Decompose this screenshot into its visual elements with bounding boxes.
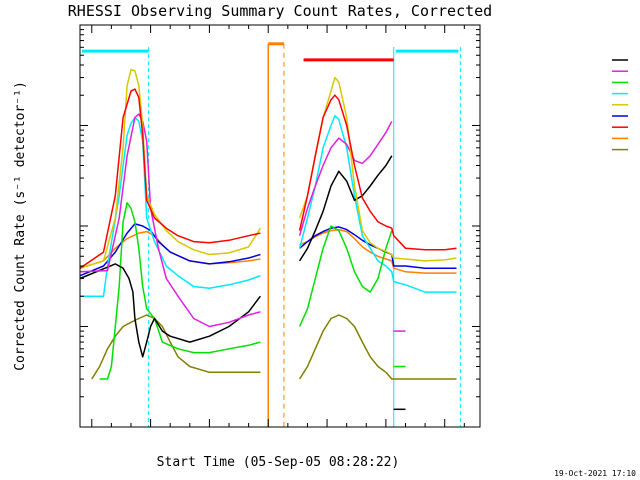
x-axis-label: Start Time (05-Sep-05 08:28:22) bbox=[157, 455, 400, 470]
axes bbox=[80, 24, 480, 428]
series-line-7-seg-1 bbox=[299, 228, 457, 274]
series-line-1-seg-1 bbox=[298, 120, 393, 236]
legend bbox=[612, 59, 628, 151]
series-line-8-seg-1 bbox=[298, 314, 457, 380]
series-line-5-seg-0 bbox=[79, 223, 261, 277]
y-axis-label: Corrected Count Rate (s⁻¹ detector⁻¹) bbox=[13, 81, 28, 371]
series-line-6-seg-1 bbox=[298, 94, 457, 251]
series-line-2-seg-0 bbox=[99, 202, 261, 380]
plot-area bbox=[79, 42, 461, 427]
series-line-0-seg-1 bbox=[298, 155, 393, 262]
series-line-3-seg-1 bbox=[298, 115, 457, 293]
series-line-6-seg-0 bbox=[79, 88, 261, 269]
series-line-2-seg-1 bbox=[298, 225, 393, 327]
series-line-0-seg-0 bbox=[79, 263, 261, 358]
timestamp: 19-Oct-2021 17:10 bbox=[554, 469, 636, 478]
series-line-7-seg-0 bbox=[79, 230, 261, 269]
chart-title: RHESSI Observing Summary Count Rates, Co… bbox=[68, 2, 492, 20]
